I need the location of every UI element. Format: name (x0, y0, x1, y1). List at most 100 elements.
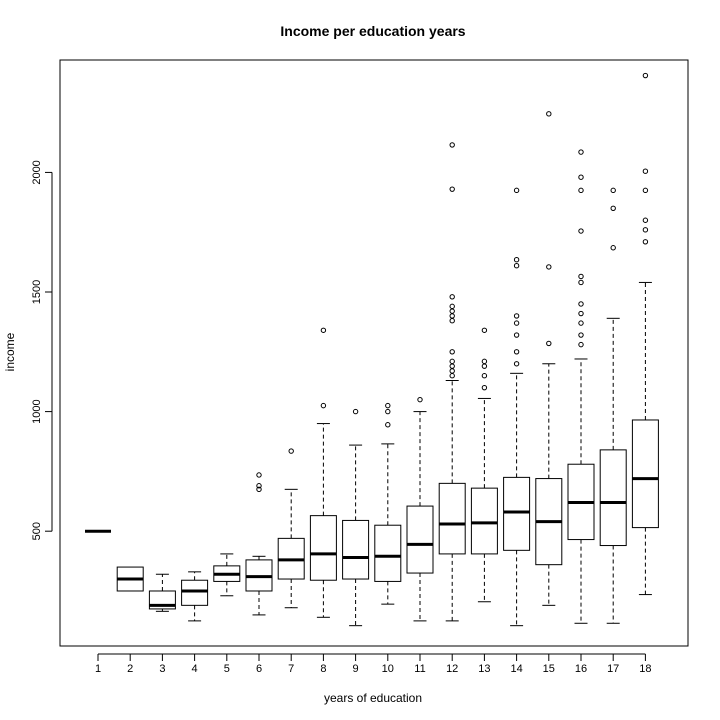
y-tick-label: 1000 (31, 399, 43, 423)
box-group-18 (631, 72, 659, 596)
outlier-point (449, 318, 455, 324)
outlier-point (610, 245, 616, 251)
outlier-point (610, 205, 616, 211)
outlier-point (481, 358, 488, 365)
x-tick-label: 11 (414, 663, 425, 675)
outlier-point (288, 448, 294, 454)
box-group-14 (503, 187, 531, 627)
box-group-11 (406, 396, 434, 622)
outlier-point (449, 368, 455, 374)
outlier-point (642, 217, 649, 223)
y-tick-label: 500 (31, 522, 43, 540)
outlier-point (385, 422, 391, 428)
outlier-point (578, 228, 584, 234)
box-group-17 (599, 187, 627, 624)
box (148, 590, 176, 610)
outlier-point (578, 174, 584, 180)
outlier-point (481, 373, 488, 379)
outlier-point (513, 257, 520, 263)
box (470, 487, 498, 555)
box-group-16 (567, 149, 595, 624)
y-axis: 500 1000 1500 2000 (31, 160, 53, 540)
x-tick-label: 1 (95, 663, 101, 675)
outlier-point (513, 349, 520, 355)
x-tick-label: 3 (159, 663, 165, 675)
outlier-point (513, 332, 520, 338)
box (374, 524, 402, 582)
outlier-point (256, 472, 262, 478)
x-tick-label: 7 (288, 663, 294, 675)
x-tick-label: 5 (224, 663, 230, 675)
x-tick-label: 17 (607, 663, 619, 675)
x-tick-label: 13 (478, 663, 490, 675)
x-tick-label: 18 (639, 663, 651, 675)
outlier-point (513, 262, 520, 269)
box (309, 515, 337, 581)
outlier-point (481, 327, 488, 333)
x-tick-label: 14 (510, 663, 522, 675)
outlier-point (352, 408, 359, 415)
x-tick-label: 15 (543, 663, 555, 675)
outlier-point (642, 187, 649, 194)
outlier-point (449, 363, 455, 369)
outlier-point (449, 186, 455, 192)
box-group-10 (374, 402, 402, 605)
box-group-5 (213, 553, 241, 597)
y-tick-label: 1500 (31, 280, 43, 304)
outlier-point (320, 327, 327, 333)
outlier-point (578, 187, 584, 194)
outlier-point (546, 111, 552, 117)
outlier-point (449, 349, 455, 355)
outlier-point (546, 264, 552, 270)
box (181, 579, 209, 606)
y-axis-label: income (3, 332, 17, 371)
outlier-point (449, 358, 455, 365)
outlier-point (513, 187, 520, 194)
outlier-point (642, 239, 649, 245)
box (599, 449, 627, 547)
x-tick-label: 8 (320, 663, 326, 675)
outlier-point (642, 168, 649, 174)
outlier-point (642, 227, 649, 233)
box-group-13 (470, 327, 498, 603)
plot-frame (59, 59, 689, 647)
outlier-point (578, 310, 584, 317)
chart-title: Income per education years (280, 23, 465, 39)
outlier-point (513, 361, 520, 367)
outlier-point (578, 320, 584, 326)
box (406, 505, 434, 574)
box (631, 419, 659, 529)
x-axis: 1 2 3 4 5 6 7 8 9 10 11 12 13 14 15 16 17 18 (95, 653, 652, 675)
outlier-point (449, 142, 455, 148)
x-tick-label: 2 (127, 663, 133, 675)
outlier-point (449, 313, 455, 319)
box (342, 519, 370, 580)
outlier-point (481, 363, 488, 369)
outlier-point (513, 320, 520, 326)
outlier-point (417, 396, 423, 403)
box-group-6 (245, 472, 273, 616)
x-tick-label: 4 (192, 663, 198, 675)
outlier-point (320, 402, 327, 409)
box-group-2 (116, 566, 144, 592)
outlier-point (578, 301, 584, 307)
box-group-9 (342, 408, 370, 627)
box-group-7 (277, 448, 305, 609)
box-group-8 (309, 327, 337, 618)
box-group-12 (438, 142, 466, 622)
outlier-point (385, 408, 391, 415)
y-tick-label: 2000 (31, 160, 43, 184)
x-tick-label: 12 (446, 663, 458, 675)
x-tick-label: 10 (382, 663, 394, 675)
outlier-point (256, 483, 262, 489)
outlier-point (256, 486, 262, 493)
outlier-point (449, 373, 455, 379)
outlier-point (481, 384, 488, 391)
box-group-15 (535, 111, 563, 606)
x-tick-label: 9 (353, 663, 359, 675)
boxes-layer (85, 72, 659, 627)
outlier-point (385, 402, 391, 409)
x-tick-label: 6 (256, 663, 262, 675)
box (503, 476, 531, 551)
